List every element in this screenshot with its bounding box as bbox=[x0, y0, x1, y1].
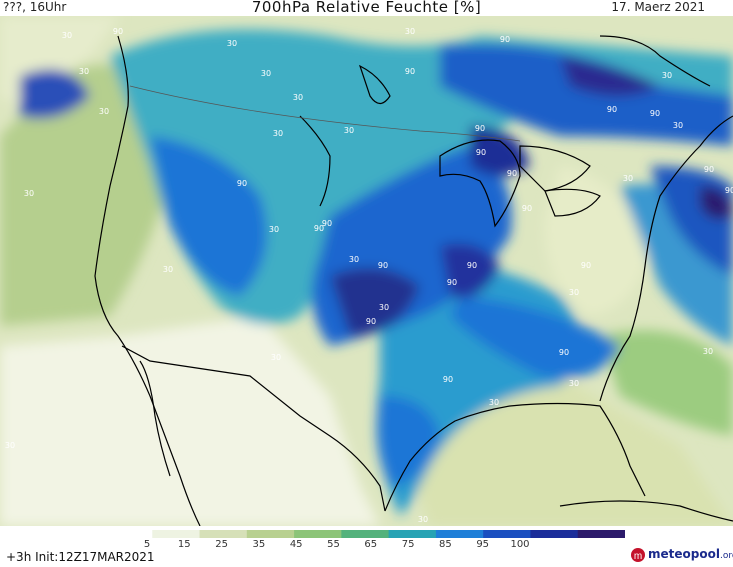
contour-label: 90 bbox=[314, 224, 324, 233]
contour-label: 30 bbox=[269, 225, 279, 234]
contour-label: 30 bbox=[261, 69, 271, 78]
contour-label: 90 bbox=[405, 67, 415, 76]
map-date: 17. Maerz 2021 bbox=[611, 0, 705, 14]
contour-label: 30 bbox=[569, 379, 579, 388]
valid-time-label: ???, 16Uhr bbox=[3, 0, 67, 14]
contour-label: 90 bbox=[237, 179, 247, 188]
header-bar: ???, 16Uhr 700hPa Relative Feuchte [%] 1… bbox=[0, 0, 733, 16]
colorbar-segment bbox=[388, 530, 437, 538]
contour-label: 30 bbox=[703, 347, 713, 356]
colorbar-tick-label: 95 bbox=[476, 539, 490, 550]
colorbar-tick-label: 65 bbox=[364, 539, 378, 550]
brand-name: meteopool bbox=[648, 547, 720, 561]
colorbar-tick-label: 100 bbox=[510, 539, 530, 550]
contour-label: 30 bbox=[569, 288, 579, 297]
contour-labels: 30 30 30 30 30 30 30 30 30 30 30 30 30 30 30 30 30 30 30 30… bbox=[5, 27, 733, 524]
contour-label: 30 bbox=[5, 441, 15, 450]
humidity-map: 30 30 30 30 30 30 30 30 30 30 30 30 30 30 30 30 30 30 30 30… bbox=[0, 16, 733, 526]
colorbar-segment bbox=[294, 530, 342, 538]
contour-label: 30 bbox=[24, 189, 34, 198]
us-canada-border bbox=[129, 85, 521, 142]
colorbar-tick-label: 25 bbox=[215, 539, 228, 550]
contour-label: 30 bbox=[418, 515, 428, 524]
colorbar-segment bbox=[577, 530, 625, 538]
contour-label: 90 bbox=[366, 317, 376, 326]
contour-label: 30 bbox=[623, 174, 633, 183]
colorbar-tick-label: 15 bbox=[177, 539, 191, 550]
contour-label: 30 bbox=[489, 398, 499, 407]
colorbar-segment bbox=[105, 530, 153, 538]
footer: 5 15 25 35 45 55 65 75 85 95 100 +3h Init:12Z17MAR… bbox=[0, 526, 733, 566]
contour-label: 30 bbox=[405, 27, 415, 36]
contour-label: 30 bbox=[293, 93, 303, 102]
colorbar-segment bbox=[152, 530, 201, 538]
contour-label: 30 bbox=[271, 353, 281, 362]
contour-label: 30 bbox=[349, 255, 359, 264]
colorbar-tick-label: 45 bbox=[289, 539, 303, 550]
contour-label: 30 bbox=[673, 121, 683, 130]
colorbar-segment bbox=[341, 530, 390, 538]
contour-label: 90 bbox=[607, 105, 617, 114]
coastlines bbox=[94, 35, 733, 526]
contour-label: 90 bbox=[378, 261, 388, 270]
contour-label: 90 bbox=[322, 219, 332, 228]
svg-text:m: m bbox=[634, 551, 642, 562]
contour-label: 30 bbox=[227, 39, 237, 48]
humidity-field bbox=[0, 16, 733, 526]
contour-label: 90 bbox=[447, 278, 457, 287]
contour-label: 30 bbox=[99, 107, 109, 116]
contour-label: 90 bbox=[650, 109, 660, 118]
contour-label: 90 bbox=[476, 148, 486, 157]
map-title: 700hPa Relative Feuchte [%] bbox=[251, 0, 482, 16]
contour-label: 30 bbox=[79, 67, 89, 76]
colorbar-tick-label: 75 bbox=[401, 539, 415, 550]
contour-label: 90 bbox=[467, 261, 477, 270]
contour-label: 90 bbox=[725, 186, 733, 195]
contour-label: 90 bbox=[507, 169, 517, 178]
colorbar-segment bbox=[483, 530, 531, 538]
contour-label: 30 bbox=[273, 129, 283, 138]
contour-label: 90 bbox=[522, 204, 532, 213]
colorbar-tick-label: 55 bbox=[327, 539, 340, 550]
contour-label: 30 bbox=[163, 265, 173, 274]
init-time-label: +3h Init:12Z17MAR2021 bbox=[6, 550, 155, 564]
contour-label: 90 bbox=[581, 261, 591, 270]
contour-label: 90 bbox=[443, 375, 453, 384]
meteopool-logo[interactable]: m meteopool.org bbox=[630, 547, 733, 563]
contour-label: 30 bbox=[662, 71, 672, 80]
colorbar-segment bbox=[435, 530, 484, 538]
colorbar bbox=[105, 530, 625, 538]
brand-suffix: .org bbox=[719, 551, 733, 561]
contour-label: 30 bbox=[344, 126, 354, 135]
contour-label: 90 bbox=[113, 27, 123, 36]
contour-label: 90 bbox=[559, 348, 569, 357]
colorbar-tick-label: 5 bbox=[143, 539, 151, 550]
contour-label: 30 bbox=[379, 303, 389, 312]
contour-label: 90 bbox=[704, 165, 714, 174]
meteopool-icon: m bbox=[631, 548, 645, 562]
colorbar-tick-label: 35 bbox=[252, 539, 266, 550]
colorbar-segment bbox=[246, 530, 295, 538]
colorbar-tick-label: 85 bbox=[439, 539, 452, 550]
contour-label: 90 bbox=[500, 35, 510, 44]
contour-label: 90 bbox=[475, 124, 485, 133]
colorbar-segment bbox=[199, 530, 248, 538]
colorbar-segment bbox=[530, 530, 579, 538]
contour-label: 30 bbox=[62, 31, 72, 40]
